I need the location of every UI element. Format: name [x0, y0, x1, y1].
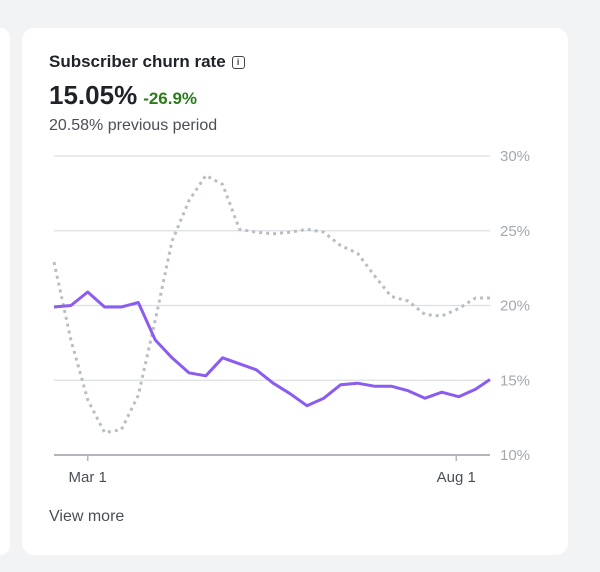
previous-period: 20.58% previous period — [49, 117, 218, 134]
current-value: 15.05% — [49, 80, 138, 110]
x-tick-label: Mar 1 — [69, 469, 107, 486]
y-tick-label: 25% — [500, 223, 530, 240]
value-row: 15.05% -26.9% — [49, 80, 197, 111]
churn-rate-card: Subscriber churn rate i 15.05% -26.9% 20… — [22, 28, 568, 555]
adjacent-card — [0, 28, 10, 555]
current-period-line — [53, 290, 491, 408]
y-tick-label: 10% — [500, 447, 530, 464]
info-icon[interactable]: i — [231, 55, 245, 69]
y-tick-label: 20% — [500, 298, 530, 315]
change-value: -26.9% — [143, 89, 198, 108]
card-title: Subscriber churn rate i — [49, 52, 245, 72]
y-tick-label: 30% — [500, 148, 530, 165]
view-more-link[interactable]: View more — [49, 508, 125, 525]
card-title-text: Subscriber churn rate — [49, 52, 226, 71]
x-tick-label: Aug 1 — [437, 469, 476, 486]
y-tick-label: 15% — [500, 372, 530, 389]
previous-period-line — [52, 173, 490, 435]
